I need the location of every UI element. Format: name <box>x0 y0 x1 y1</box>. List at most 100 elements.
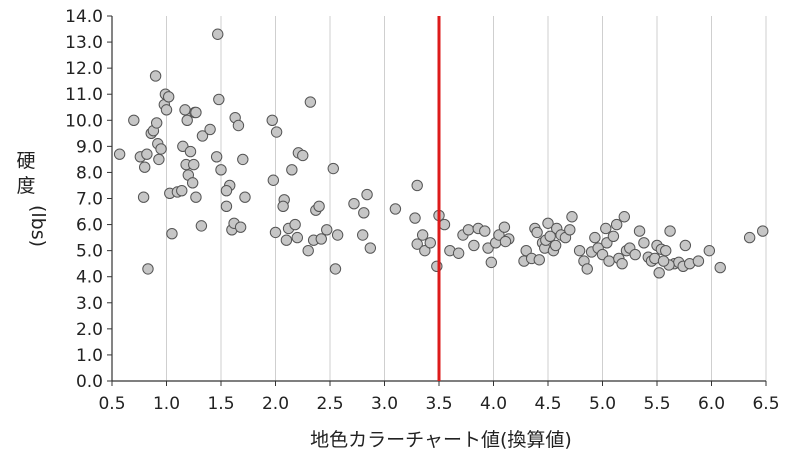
scatter-point <box>618 211 630 223</box>
scatter-point <box>215 164 227 176</box>
scatter-point <box>657 255 670 267</box>
scatter-point <box>573 244 586 257</box>
scatter-point <box>234 221 247 233</box>
scatter-point <box>166 227 178 240</box>
scatter-point <box>289 218 301 231</box>
scatter-point <box>141 148 153 160</box>
scatter-point <box>266 114 278 126</box>
x-tick-label: 5.0 <box>589 394 616 414</box>
scatter-point <box>679 239 692 252</box>
scatter-point <box>213 93 225 106</box>
y-axis-unit: (lbs) <box>27 205 49 247</box>
scatter-point <box>196 130 209 142</box>
scatter-point <box>113 148 126 160</box>
data-points <box>113 28 769 279</box>
y-axis-title-char-2: 度 <box>16 175 35 197</box>
y-tick-label: 13.0 <box>65 33 103 53</box>
scatter-point <box>220 200 233 213</box>
scatter-point <box>633 225 646 237</box>
scatter-point <box>714 261 726 274</box>
scatter-point <box>190 191 202 203</box>
y-tick-label: 11.0 <box>65 85 103 105</box>
x-tick-label: 3.5 <box>425 394 452 414</box>
scatter-point <box>179 104 191 116</box>
y-tick-labels: 0.0 1.0 2.0 3.0 4.0 5.0 6.0 7.0 8.0 9.0 10.0 11.0 12… <box>65 7 103 392</box>
scatter-point <box>188 158 200 171</box>
scatter-point <box>270 126 283 138</box>
scatter-point <box>139 161 151 173</box>
scatter-point <box>424 237 436 249</box>
axes <box>107 15 767 386</box>
scatter-point <box>304 96 317 108</box>
x-tick-label: 2.0 <box>262 394 289 414</box>
scatter-point <box>212 28 224 40</box>
y-tick-label: 6.0 <box>76 216 103 236</box>
scatter-point <box>531 226 543 239</box>
scatter-point <box>409 212 421 224</box>
scatter-point <box>485 256 498 269</box>
y-tick-label: 8.0 <box>76 163 103 183</box>
scatter-point <box>357 229 369 241</box>
scatter-point <box>364 242 377 254</box>
scatter-point <box>411 179 423 192</box>
y-tick-label: 14.0 <box>65 7 103 27</box>
grid-lines <box>111 16 767 381</box>
scatter-point <box>137 191 150 203</box>
scatter-point <box>660 244 672 257</box>
scatter-point <box>313 200 325 213</box>
scatter-point <box>520 244 532 257</box>
x-tick-label: 0.5 <box>98 394 125 414</box>
x-tick-label: 1.0 <box>153 394 180 414</box>
scatter-point <box>150 117 163 129</box>
scatter-point <box>638 237 650 249</box>
scatter-point <box>149 70 162 82</box>
scatter-point <box>743 231 756 244</box>
scatter-point <box>533 254 545 266</box>
scatter-point <box>128 114 140 126</box>
scatter-point <box>176 184 188 197</box>
scatter-point <box>190 106 202 119</box>
scatter-point <box>331 229 344 241</box>
scatter-point <box>302 244 314 257</box>
scatter-point <box>321 224 333 236</box>
scatter-point <box>544 230 556 243</box>
scatter-point <box>232 119 245 132</box>
y-tick-label: 5.0 <box>76 242 103 262</box>
scatter-point <box>589 231 601 244</box>
x-tick-label: 2.5 <box>316 394 343 414</box>
y-tick-label: 2.0 <box>76 320 103 340</box>
x-tick-label: 6.5 <box>752 394 779 414</box>
scatter-point <box>286 164 298 176</box>
scatter-point <box>142 263 154 275</box>
x-tick-label: 5.5 <box>643 394 670 414</box>
scatter-point <box>664 225 676 237</box>
scatter-point <box>610 218 623 231</box>
scatter-point <box>419 244 431 257</box>
scatter-point <box>479 225 491 237</box>
x-tick-label: 3.0 <box>371 394 398 414</box>
scatter-point <box>210 151 223 163</box>
scatter-point <box>581 263 593 275</box>
scatter-point <box>603 255 615 267</box>
scatter-point <box>184 145 197 158</box>
axis-titles: 地色カラーチャート値(換算値) 硬 度 (lbs) <box>16 150 571 451</box>
scatter-point <box>653 267 665 279</box>
scatter-point <box>416 229 429 241</box>
scatter-point <box>361 188 373 201</box>
scatter-point <box>452 247 465 259</box>
scatter-point <box>692 255 705 267</box>
scatter-point <box>607 230 620 243</box>
scatter-point <box>239 191 251 203</box>
scatter-point <box>564 224 576 236</box>
y-tick-label: 12.0 <box>65 59 103 79</box>
scatter-point <box>329 263 342 275</box>
scatter-point <box>181 114 193 126</box>
x-tick-label: 1.5 <box>207 394 234 414</box>
scatter-point <box>703 244 716 257</box>
y-tick-label: 0.0 <box>76 372 103 392</box>
scatter-point <box>549 239 562 252</box>
y-tick-label: 1.0 <box>76 346 103 366</box>
scatter-point <box>162 91 175 103</box>
scatter-point <box>297 149 309 162</box>
